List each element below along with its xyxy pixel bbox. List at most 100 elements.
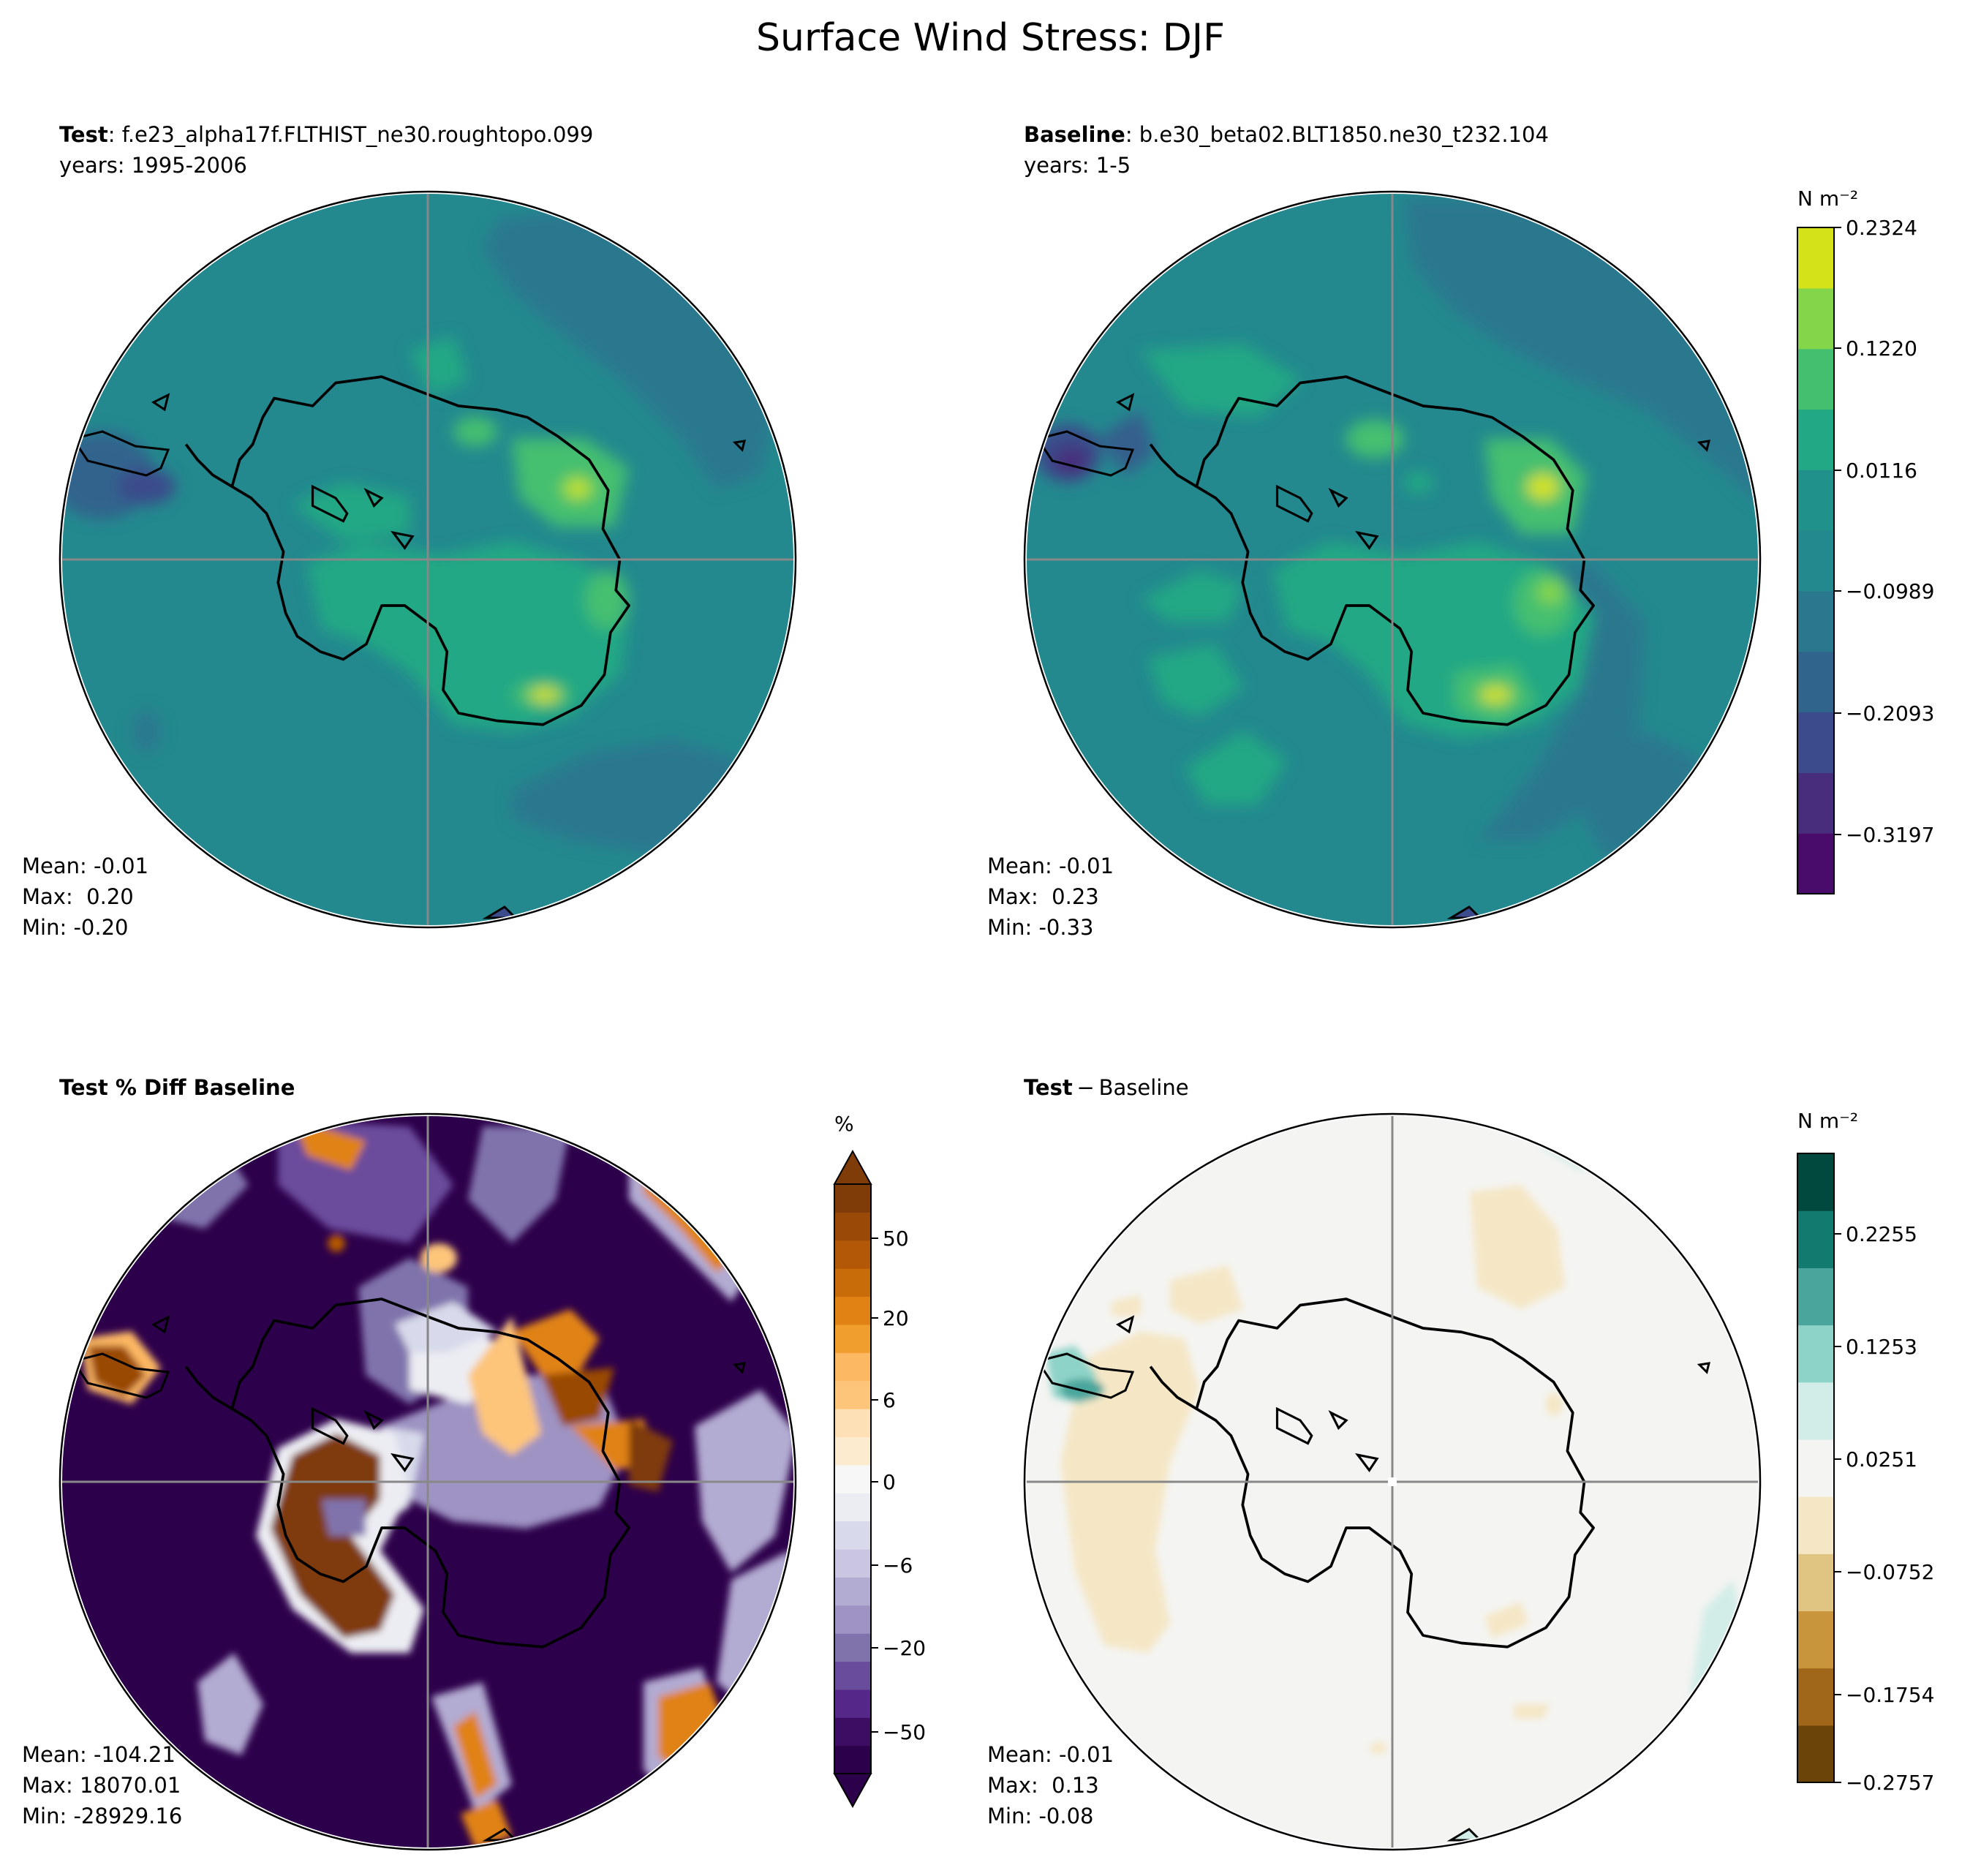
diff-colorbar-tick-label: −0.1754 [1846,1683,1934,1707]
main-colorbar-tick-label: −0.0989 [1846,579,1934,603]
diff-colorbar-swatch [1797,1382,1834,1440]
baseline-map [1025,192,1759,927]
pct-colorbar-swatch [834,1324,871,1353]
diff-colorbar-swatch [1797,1267,1834,1326]
baseline-stat-mean: Mean: -0.01 [987,854,1114,878]
pct-colorbar-swatch [834,1212,871,1241]
baseline-stat-max: Max: 0.23 [987,884,1099,909]
pct-colorbar-swatch [834,1689,871,1718]
diff-colorbar-unit: N m⁻² [1797,1109,1859,1133]
diff-colorbar-swatch [1797,1153,1834,1211]
baseline-stats: Mean: -0.01 Max: 0.23 Min: -0.33 [987,851,1114,943]
diff-colorbar-swatch [1797,1725,1834,1783]
baseline-map-boundary [1023,190,1762,929]
diff-colorbar-swatch [1797,1325,1834,1383]
diff-colorbar-swatch [1797,1611,1834,1669]
pct-colorbar-tick-label: 50 [883,1227,909,1251]
pct-colorbar-tick-label: −6 [883,1553,913,1578]
pct-colorbar-swatch [834,1633,871,1662]
baseline-title-bold: Baseline [1024,122,1125,147]
diff-colorbar: −0.2757 −0.1754 −0.0752 0.0251 0.1253 0.2255 [1797,1153,1934,1795]
pct-colorbar-swatch [834,1605,871,1634]
diff-stat-max: Max: 0.13 [987,1773,1099,1798]
pctdiff-stats: Mean: -104.21 Max: 18070.01 Min: -28929.16 [22,1739,182,1831]
main-colorbar-swatch [1797,530,1834,592]
main-colorbar-tick-label: −0.3197 [1846,823,1934,847]
pct-colorbar-swatch [834,1464,871,1493]
pct-colorbar-swatch [834,1548,871,1578]
pct-colorbar-swatch [834,1493,871,1522]
diff-colorbar-swatch [1797,1496,1834,1554]
pct-colorbar-swatch [834,1352,871,1382]
main-colorbar-tick-label: 0.1220 [1846,336,1917,361]
pctdiff-stat-min: Min: -28929.16 [22,1804,183,1828]
pct-colorbar-tick-label: 20 [883,1306,909,1330]
pct-colorbar-swatch [834,1296,871,1325]
diff-title-bold: Test [1024,1075,1073,1100]
pct-colorbar-tick-label: 6 [883,1388,896,1412]
main-colorbar-swatch [1797,712,1834,773]
baseline-panel-subtitle: years: 1-5 [1024,153,1131,178]
pct-colorbar: −50 −20 −6 0 6 20 50 [833,1149,926,1809]
diff-title-rest: − Baseline [1072,1075,1189,1100]
baseline-panel-title: Baseline: b.e30_beta02.BLT1850.ne30_t232… [1024,120,1549,149]
main-colorbar-swatch [1797,348,1834,410]
pct-colorbar-swatch [834,1745,871,1774]
test-panel-subtitle: years: 1995-2006 [59,153,247,178]
diff-colorbar-tick-label: −0.0752 [1846,1560,1934,1584]
diff-colorbar-swatch [1797,1553,1834,1612]
diff-colorbar-tick-label: 0.1253 [1846,1335,1917,1359]
pct-colorbar-tick-label: −20 [883,1636,926,1660]
main-colorbar-swatch [1797,409,1834,470]
test-title-bold: Test [59,122,108,147]
pctdiff-stat-mean: Mean: -104.21 [22,1742,176,1767]
pct-colorbar-swatch [834,1184,871,1213]
pct-colorbar-swatch [834,1436,871,1466]
diff-panel-title: Test − Baseline [1024,1073,1189,1102]
test-stat-max: Max: 0.20 [22,884,134,909]
baseline-stat-min: Min: -0.33 [987,915,1094,940]
diff-stats: Mean: -0.01 Max: 0.13 Min: -0.08 [987,1739,1114,1831]
pct-colorbar-tick-label: −50 [883,1720,926,1744]
main-colorbar: −0.3197 −0.2093 −0.0989 0.0116 0.1220 0.2324 [1797,216,1934,894]
pctdiff-map-boundary [59,1112,797,1851]
test-panel-title: Test: f.e23_alpha17f.FLTHIST_ne30.rought… [59,120,593,149]
main-colorbar-swatch [1797,287,1834,350]
main-colorbar-swatch [1797,651,1834,713]
pct-colorbar-swatch [834,1240,871,1269]
pctdiff-panel-title: Test % Diff Baseline [59,1073,295,1102]
pct-colorbar-swatch [834,1577,871,1606]
test-stat-min: Min: -0.20 [22,915,129,940]
pct-colorbar-swatch [834,1380,871,1409]
test-title-rest: : f.e23_alpha17f.FLTHIST_ne30.roughtopo.… [107,122,594,147]
pct-colorbar-tick-label: 0 [883,1470,896,1494]
test-map [61,192,795,927]
main-colorbar-swatch [1797,590,1834,652]
diff-colorbar-swatch [1797,1439,1834,1497]
pctdiff-stat-max: Max: 18070.01 [22,1773,181,1798]
main-colorbar-swatch [1797,833,1834,894]
test-stat-mean: Mean: -0.01 [22,854,149,878]
test-map-boundary [59,190,797,929]
main-colorbar-unit: N m⁻² [1797,187,1859,211]
main-colorbar-frame [1797,227,1835,894]
main-colorbar-tick-label: 0.0116 [1846,459,1917,483]
pctdiff-title-bold: Test % Diff Baseline [59,1075,295,1100]
diff-stat-mean: Mean: -0.01 [987,1742,1114,1767]
baseline-title-rest: : b.e30_beta02.BLT1850.ne30_t232.104 [1125,122,1549,147]
pct-colorbar-swatch [834,1521,871,1550]
figure-title: Surface Wind Stress: DJF [756,16,1225,60]
diff-map-boundary [1023,1112,1762,1851]
diff-colorbar-frame [1797,1153,1835,1783]
diff-colorbar-swatch [1797,1668,1834,1726]
diff-colorbar-tick-label: 0.2255 [1846,1222,1917,1246]
diff-map [1025,1115,1759,1849]
pct-colorbar-swatch [834,1661,871,1690]
diff-colorbar-swatch [1797,1210,1834,1268]
main-colorbar-swatch [1797,470,1834,531]
pct-colorbar-extend-max [833,1149,872,1185]
main-colorbar-swatch [1797,772,1834,834]
main-colorbar-tick-label: −0.2093 [1846,701,1934,726]
diff-colorbar-tick-label: 0.0251 [1846,1447,1917,1472]
